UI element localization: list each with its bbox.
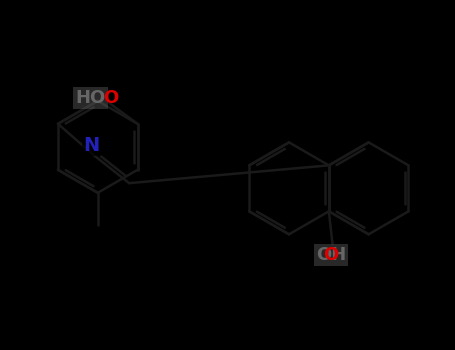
Text: O: O (324, 246, 339, 264)
Text: HO: HO (76, 89, 106, 107)
Text: OH: OH (316, 246, 346, 264)
Text: N: N (83, 136, 100, 155)
Text: O: O (103, 89, 118, 107)
